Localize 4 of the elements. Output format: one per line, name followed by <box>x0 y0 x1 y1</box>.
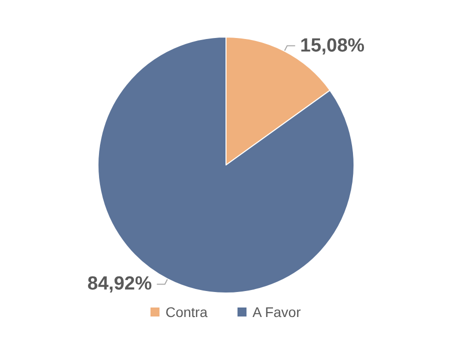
data-label: 84,92% <box>87 274 152 295</box>
data-label: 15,08% <box>300 35 365 56</box>
legend-label: Contra <box>165 304 208 320</box>
legend-label: A Favor <box>252 304 302 320</box>
